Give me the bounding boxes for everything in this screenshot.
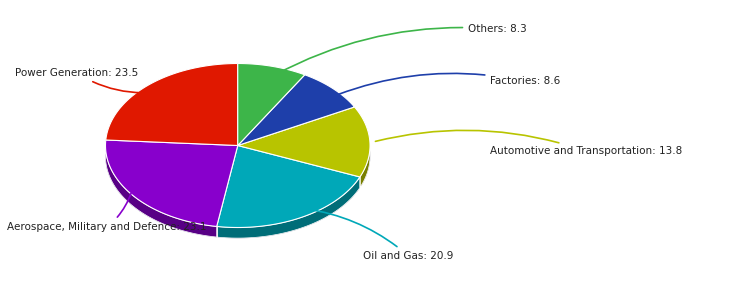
PathPatch shape: [106, 146, 217, 237]
Text: Power Generation: 23.5: Power Generation: 23.5: [15, 68, 143, 93]
Text: Others: 8.3: Others: 8.3: [276, 24, 527, 74]
Text: Oil and Gas: 20.9: Oil and Gas: 20.9: [306, 209, 454, 261]
Text: Automotive and Transportation: 13.8: Automotive and Transportation: 13.8: [375, 130, 683, 156]
PathPatch shape: [217, 146, 360, 228]
Text: Aerospace, Military and Defence: 23.1: Aerospace, Military and Defence: 23.1: [7, 193, 207, 232]
PathPatch shape: [238, 63, 305, 146]
PathPatch shape: [238, 107, 370, 177]
PathPatch shape: [217, 177, 360, 238]
PathPatch shape: [106, 140, 238, 226]
PathPatch shape: [360, 146, 370, 187]
Text: Factories: 8.6: Factories: 8.6: [338, 73, 561, 95]
Ellipse shape: [106, 74, 370, 238]
PathPatch shape: [238, 75, 354, 146]
PathPatch shape: [106, 63, 238, 146]
